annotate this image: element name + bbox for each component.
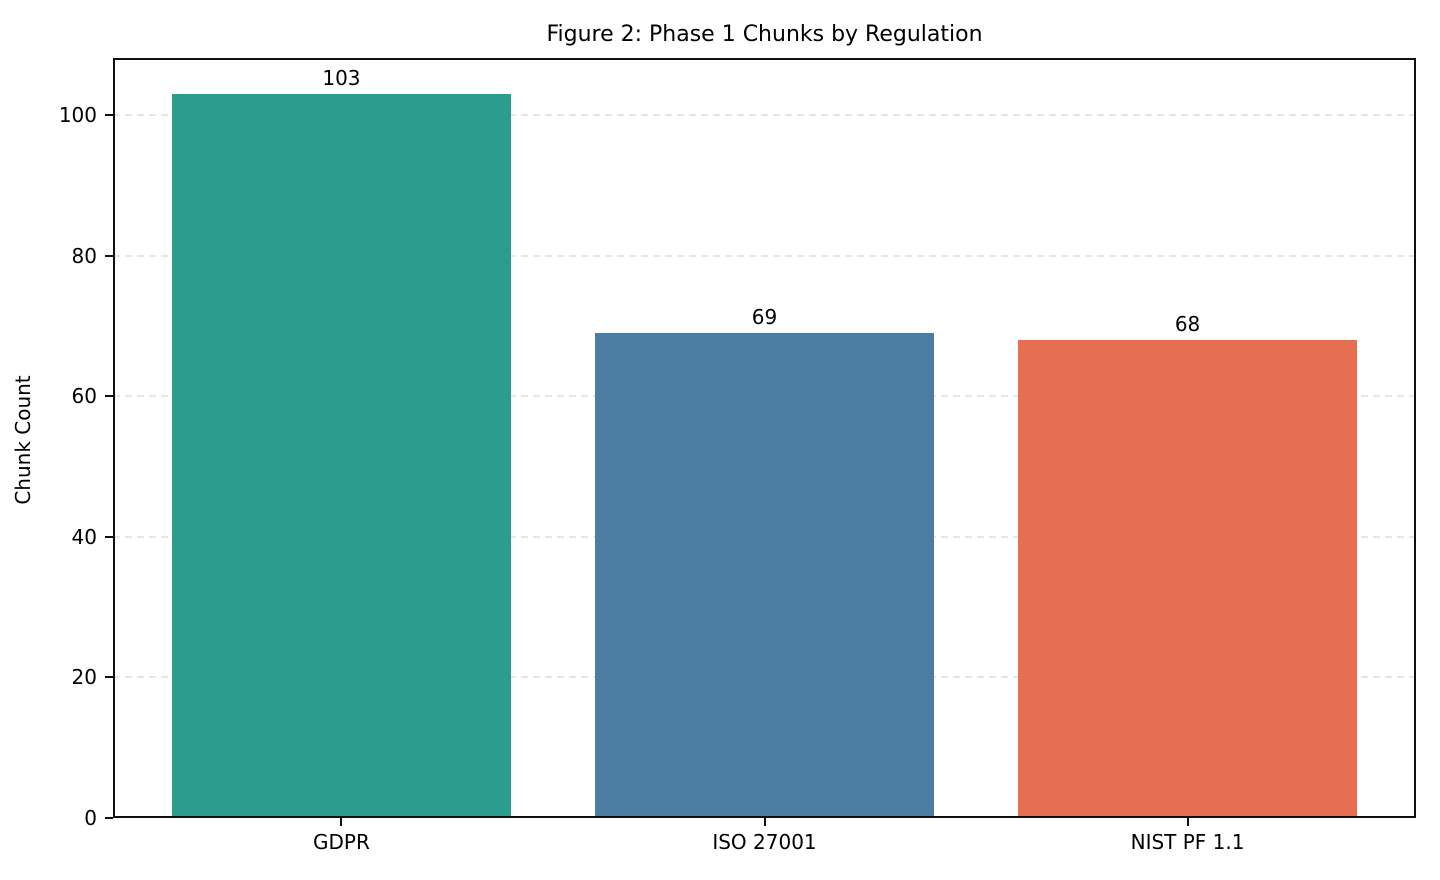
y-tick-label-40: 40 — [71, 524, 97, 549]
y-tick-mark-60 — [105, 395, 113, 398]
x-tick-label-2: ISO 27001 — [712, 830, 817, 854]
y-tick-label-80: 80 — [71, 243, 97, 268]
chart-title: Figure 2: Phase 1 Chunks by Regulation — [546, 22, 983, 47]
y-tick-label-20: 20 — [71, 665, 97, 690]
bar-nist-pf-1-1 — [1018, 340, 1357, 818]
y-tick-label-100: 100 — [58, 103, 97, 128]
bar-value-label: 68 — [1174, 312, 1201, 337]
x-tick-label-3: NIST PF 1.1 — [1130, 830, 1245, 854]
bar-gdpr — [172, 94, 511, 818]
x-tick-mark-1 — [340, 818, 343, 826]
y-tick-mark-0 — [105, 817, 113, 819]
x-tick-mark-3 — [1186, 818, 1189, 826]
bar-value-label: 103 — [322, 66, 361, 91]
y-tick-label-60: 60 — [71, 384, 97, 409]
y-tick-mark-100 — [105, 114, 113, 117]
bar-value-label: 69 — [751, 305, 778, 330]
y-tick-mark-20 — [105, 676, 113, 679]
x-tick-label-1: GDPR — [313, 830, 370, 854]
bar-iso-27001 — [595, 333, 934, 818]
y-tick-label-0: 0 — [84, 806, 97, 830]
y-tick-mark-80 — [105, 254, 113, 257]
x-tick-mark-2 — [763, 818, 766, 826]
gridline-y-80 — [113, 254, 1416, 257]
y-tick-mark-40 — [105, 535, 113, 538]
plot-area: 103 69 68 — [113, 58, 1416, 818]
y-axis-label: Chunk Count — [11, 375, 35, 505]
gridline-y-100 — [113, 114, 1416, 117]
